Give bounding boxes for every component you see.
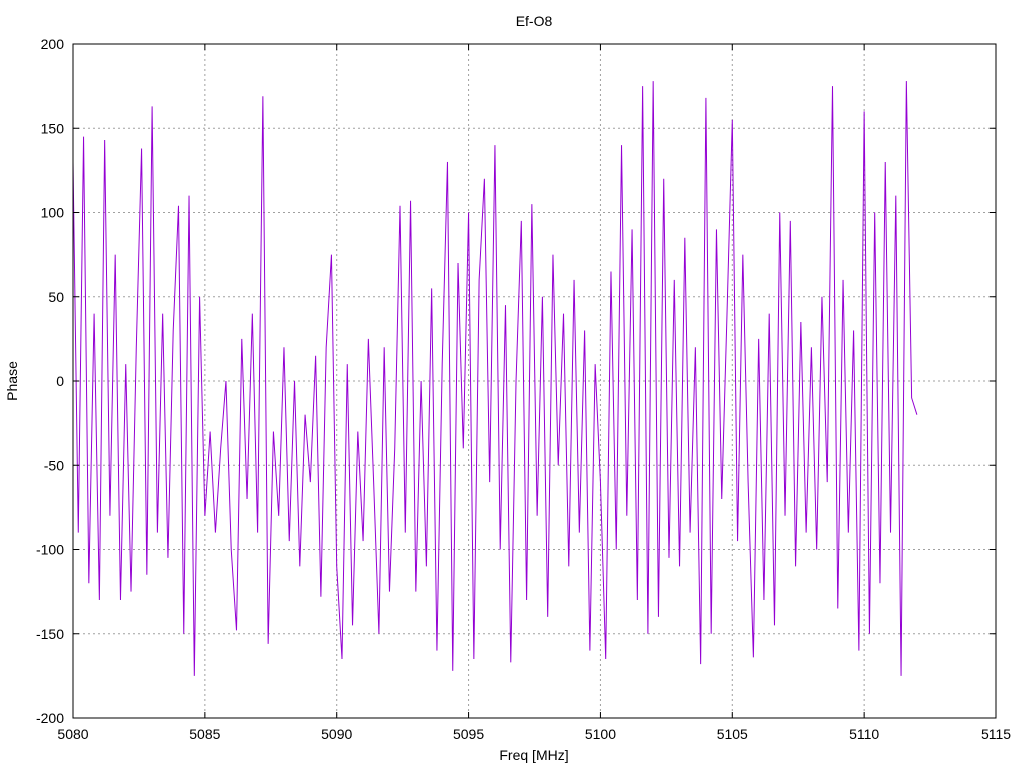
y-tick-label: 50 [48, 289, 64, 305]
x-tick-label: 5085 [189, 726, 220, 742]
x-tick-label: 5100 [585, 726, 616, 742]
x-tick-label: 5105 [717, 726, 748, 742]
y-tick-label: 150 [41, 120, 65, 136]
y-tick-label: 0 [56, 373, 64, 389]
x-axis-label: Freq [MHz] [499, 747, 568, 763]
x-tick-label: 5110 [849, 726, 879, 742]
series-line-phase [72, 81, 918, 676]
y-tick-label: -100 [36, 542, 64, 558]
y-axis-label: Phase [4, 361, 20, 401]
x-tick-label: 5080 [57, 726, 88, 742]
y-tick-label: -150 [36, 626, 64, 642]
series-layer [72, 81, 918, 676]
x-tick-label: 5115 [981, 726, 1011, 742]
y-tick-label: -50 [44, 457, 64, 473]
chart-title: Ef-O8 [516, 13, 553, 29]
y-tick-label: 100 [41, 205, 65, 221]
x-tick-label: 5090 [321, 726, 352, 742]
x-tick-label: 5095 [453, 726, 484, 742]
y-tick-label: 200 [41, 36, 65, 52]
ticks: 5080 5085 5090 5095 5100 5105 5110 5115 -200 -150… [36, 36, 1011, 742]
y-tick-label: -200 [36, 710, 64, 726]
